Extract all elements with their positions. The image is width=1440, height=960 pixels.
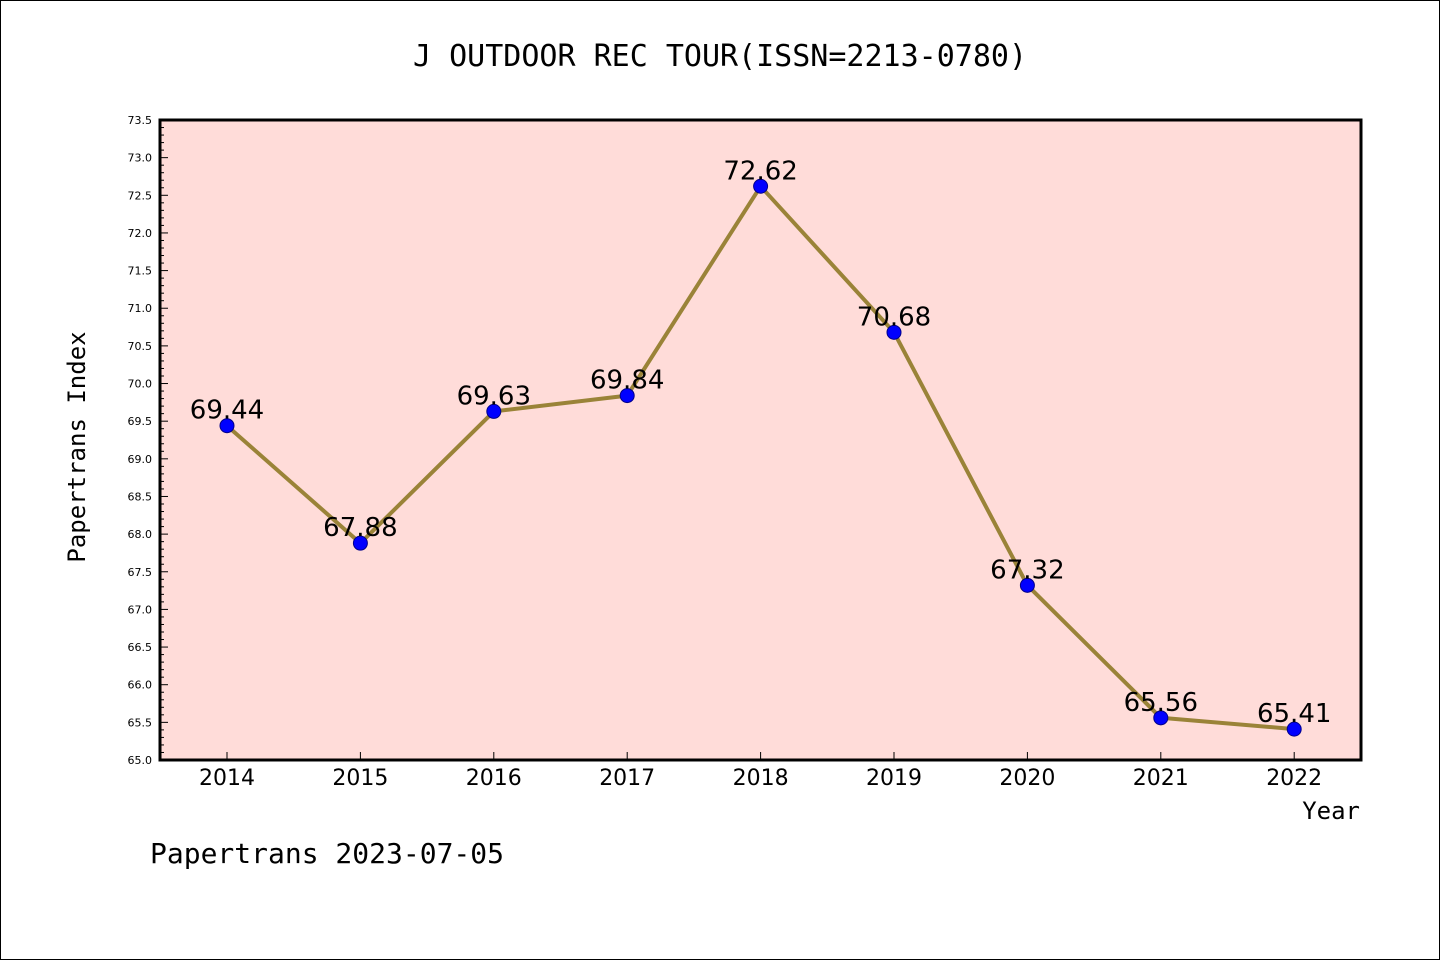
y-tick-label: 73.5 <box>128 114 153 127</box>
data-point <box>886 324 902 340</box>
x-axis-title: Year <box>1302 797 1360 825</box>
y-tick-label: 72.5 <box>128 189 153 202</box>
x-tick-label: 2017 <box>599 766 655 791</box>
y-tick-label: 65.0 <box>128 754 153 767</box>
y-tick-label: 70.0 <box>128 378 153 391</box>
data-label: 69.63 <box>457 381 531 411</box>
y-axis-title: Papertrans Index <box>63 331 91 562</box>
plot-area <box>158 118 1363 762</box>
data-point <box>352 535 368 551</box>
y-tick-label: 68.5 <box>128 490 153 503</box>
y-tick-label: 69.0 <box>128 453 153 466</box>
data-point <box>1153 710 1169 726</box>
x-axis: 2014 2015 2016 2017 2018 2019 2020 2021 2022 <box>199 752 1322 791</box>
data-labels: 69.44 67.88 69.63 69.84 72.62 70.68 67.32 65.56… <box>190 156 1332 729</box>
data-point <box>1286 721 1302 737</box>
y-tick-label: 71.0 <box>128 302 153 315</box>
data-label: 70.68 <box>857 302 931 332</box>
y-tick-label: 67.5 <box>128 566 153 579</box>
y-tick-label: 68.0 <box>128 528 153 541</box>
data-point <box>486 403 502 419</box>
data-label: 72.62 <box>723 156 797 186</box>
data-label: 65.41 <box>1257 699 1331 729</box>
x-tick-label: 2020 <box>999 766 1055 791</box>
x-tick-label: 2019 <box>866 766 922 791</box>
x-tick-label: 2021 <box>1133 766 1189 791</box>
x-tick-label: 2018 <box>733 766 789 791</box>
data-label: 67.32 <box>990 555 1064 585</box>
y-tick-label: 71.5 <box>128 265 153 278</box>
y-tick-label: 65.5 <box>128 716 153 729</box>
y-axis: 65.0 65.5 66.0 66.5 67.0 67.5 68.0 68.5 69.0 69.5… <box>128 114 168 767</box>
data-label: 69.84 <box>590 366 664 396</box>
data-point <box>753 178 769 194</box>
x-tick-label: 2016 <box>466 766 522 791</box>
data-label: 65.56 <box>1124 688 1198 718</box>
x-tick-label: 2015 <box>332 766 388 791</box>
data-point <box>619 388 635 404</box>
data-label: 69.44 <box>190 396 264 426</box>
series-markers <box>219 178 1302 737</box>
data-point <box>219 418 235 434</box>
y-tick-label: 69.5 <box>128 415 153 428</box>
x-tick-label: 2022 <box>1266 766 1322 791</box>
y-tick-label: 70.5 <box>128 340 153 353</box>
y-tick-label: 67.0 <box>128 603 153 616</box>
chart-title: J OUTDOOR REC TOUR(ISSN=2213-0780) <box>413 39 1027 74</box>
data-point <box>1019 577 1035 593</box>
data-label: 67.88 <box>323 513 397 543</box>
footer-note: Papertrans 2023-07-05 <box>150 837 504 870</box>
x-tick-label: 2014 <box>199 766 255 791</box>
y-tick-label: 66.0 <box>128 679 153 692</box>
y-tick-label: 72.0 <box>128 227 153 240</box>
y-tick-label: 66.5 <box>128 641 153 654</box>
y-tick-label: 73.0 <box>128 152 153 165</box>
